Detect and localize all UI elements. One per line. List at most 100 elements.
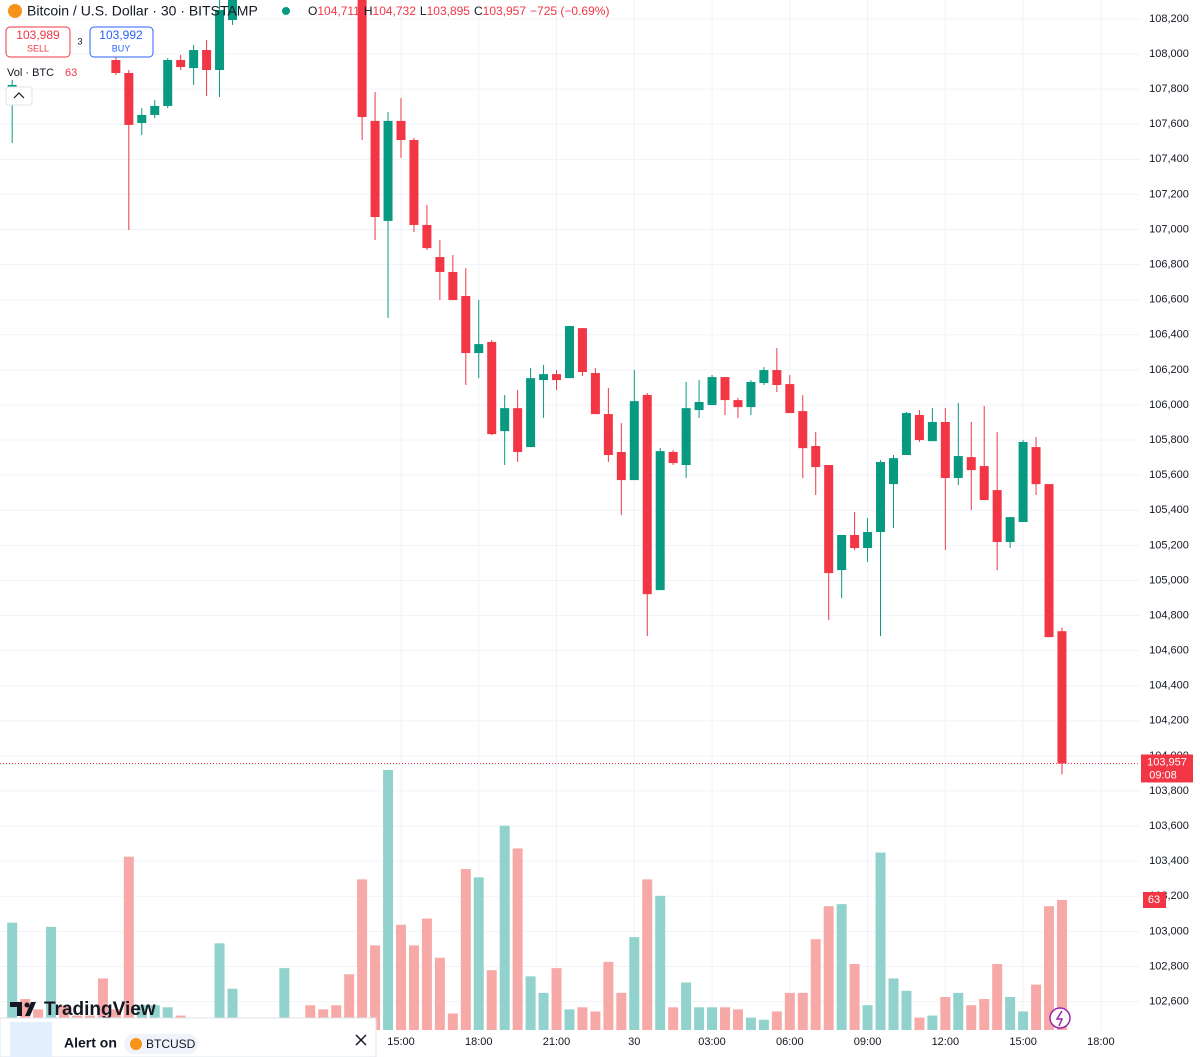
- candle-body: [487, 341, 497, 435]
- candle-body: [901, 413, 911, 455]
- buy-label[interactable]: BUY: [112, 43, 131, 53]
- volume-bar: [862, 1005, 873, 1030]
- axis-background: [1140, 0, 1200, 1057]
- y-tick-label: 107,000: [1149, 223, 1189, 235]
- candle-body: [163, 60, 173, 106]
- ohlc-legend: O104,711 H104,732 L103,895 C103,957 −725 (−0…: [308, 4, 609, 18]
- candle-body: [927, 422, 937, 442]
- candle-body: [500, 408, 510, 432]
- candle-body: [526, 378, 536, 448]
- volume-bar: [940, 996, 951, 1030]
- volume-bar: [370, 945, 381, 1030]
- candle-body: [772, 370, 782, 385]
- sell-label[interactable]: SELL: [27, 43, 49, 53]
- buy-button[interactable]: [89, 26, 154, 58]
- candle-body: [876, 462, 886, 533]
- candle-body: [720, 377, 730, 401]
- candle-body: [603, 414, 613, 455]
- volume-tag-value: 63: [1148, 894, 1160, 906]
- volume-bar: [681, 982, 692, 1030]
- toast-icon: [10, 1022, 52, 1057]
- price-tag: [1141, 754, 1193, 783]
- candle-body: [396, 120, 406, 141]
- y-tick-label: 107,200: [1149, 188, 1189, 200]
- volume-bar: [745, 1017, 756, 1030]
- y-tick-label: 108,200: [1149, 13, 1189, 25]
- candle-body: [850, 535, 860, 548]
- volume-bar: [1018, 1011, 1029, 1030]
- replay-bolt: [1055, 1010, 1064, 1027]
- volume-bar: [214, 943, 225, 1030]
- y-tick-label: 104,400: [1149, 680, 1189, 692]
- volume-bar: [784, 992, 795, 1030]
- logo-text[interactable]: TradingView: [44, 999, 156, 1020]
- x-tick-label: 09:00: [854, 1036, 882, 1048]
- buy-price[interactable]: 103,992: [99, 28, 143, 42]
- y-tick-label: 106,000: [1149, 399, 1189, 411]
- candle-body: [1044, 484, 1054, 638]
- ohlc-value: 104,732: [373, 4, 417, 18]
- volume-bar: [875, 852, 886, 1030]
- change: −725 (−0.69%): [530, 4, 609, 18]
- volume-bar: [642, 879, 653, 1030]
- logo-mark: [10, 1002, 36, 1016]
- market-status[interactable]: [282, 7, 290, 15]
- candle-body: [228, 0, 238, 21]
- spread: 3: [77, 36, 82, 46]
- collapse-button[interactable]: [5, 86, 33, 106]
- symbol-title[interactable]: Bitcoin / U.S. Dollar · 30 · BITSTAMP: [27, 3, 258, 19]
- sell-button[interactable]: [5, 26, 71, 58]
- x-tick-label: 30: [628, 1036, 640, 1048]
- volume-bar: [357, 879, 368, 1030]
- volume-tag: [1143, 892, 1166, 908]
- close-button[interactable]: [355, 1034, 367, 1046]
- volume-bar: [901, 990, 912, 1030]
- ohlc-key: O: [308, 4, 317, 18]
- sell-price[interactable]: 103,989: [16, 28, 60, 42]
- candle-body: [370, 120, 380, 218]
- y-tick-label: 105,200: [1149, 539, 1189, 551]
- alert-toast: Alert on BTCUSD: [0, 1017, 377, 1057]
- collapse-icon: [13, 92, 25, 99]
- candle-body: [1018, 442, 1028, 523]
- candle-body: [111, 60, 121, 73]
- volume-bar: [668, 1007, 679, 1030]
- volume-bar: [655, 895, 666, 1030]
- replay-circle[interactable]: [1049, 1007, 1071, 1029]
- candle-body: [863, 532, 873, 548]
- candle-body: [461, 296, 471, 354]
- y-tick-label: 107,600: [1149, 118, 1189, 130]
- candle-body: [733, 400, 743, 408]
- branding: TradingView: [10, 999, 156, 1020]
- volume-bar: [408, 945, 419, 1030]
- volume-bar: [46, 926, 57, 1030]
- candle-body: [681, 408, 691, 465]
- candle-body: [150, 105, 160, 115]
- volume-bar: [914, 1017, 925, 1030]
- symbol-chip[interactable]: [124, 1034, 198, 1054]
- grid: [0, 0, 1140, 1030]
- y-tick-label: 105,000: [1149, 574, 1189, 586]
- ohlc-value: 104,711: [317, 4, 360, 18]
- volume-bar: [758, 1019, 769, 1030]
- countdown: 09:08: [1149, 769, 1177, 781]
- y-tick-label: 105,600: [1149, 469, 1189, 481]
- x-tick-label: 21:00: [543, 1036, 571, 1048]
- volume-bar: [797, 992, 808, 1030]
- candle-body: [798, 411, 808, 449]
- y-tick-label: 103,400: [1149, 855, 1189, 867]
- alert-symbol[interactable]: BTCUSD: [146, 1037, 196, 1051]
- candle-body: [953, 456, 963, 478]
- candle-body: [552, 374, 562, 381]
- volume-bar: [849, 963, 860, 1030]
- volume-bar: [421, 918, 432, 1030]
- symbol-icon: [8, 4, 22, 18]
- candle-body: [590, 373, 600, 415]
- ohlc-value: 103,895: [427, 4, 471, 18]
- candle-body: [888, 458, 898, 485]
- replay-icon[interactable]: [1049, 1007, 1071, 1029]
- volume-bar: [836, 904, 847, 1030]
- ohlc-value: 103,957: [483, 4, 527, 18]
- candle-body: [655, 451, 665, 591]
